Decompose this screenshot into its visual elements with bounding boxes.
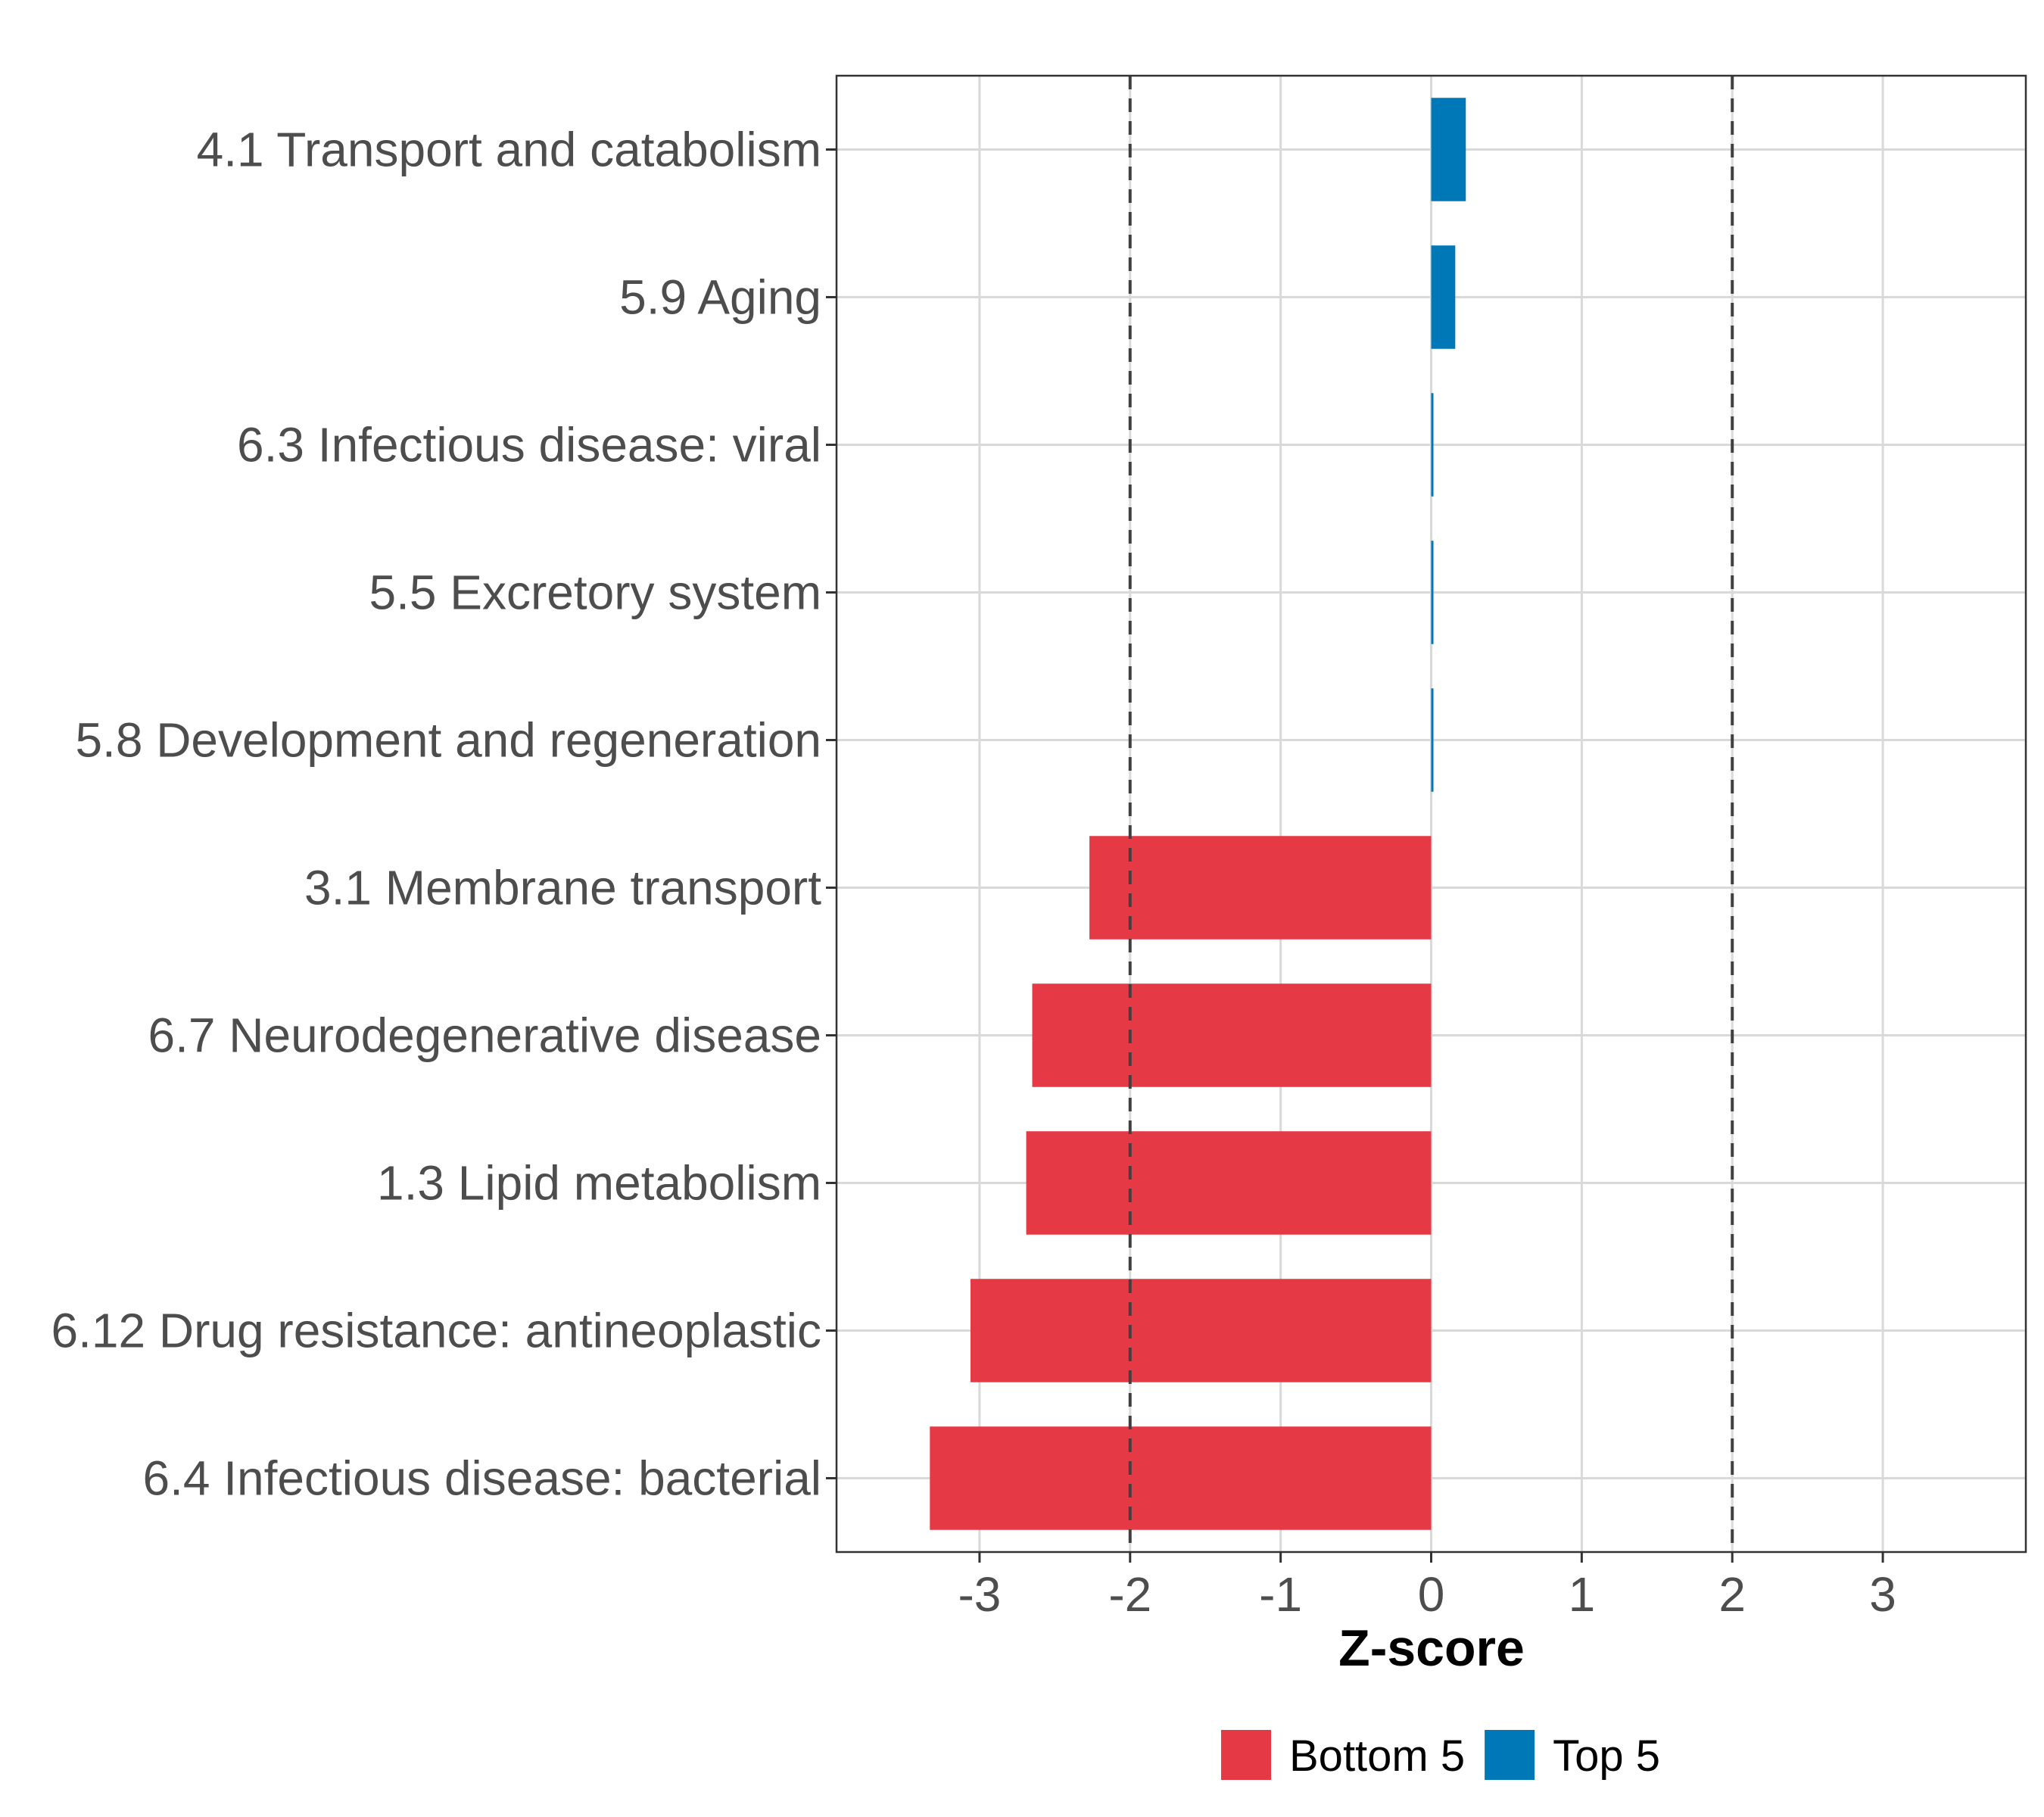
legend-item: Top 5 — [1485, 1730, 1660, 1781]
y-tick-label: 5.5 Excretory system — [369, 566, 822, 620]
reference-lines — [1128, 76, 1734, 1552]
y-tick-label: 3.1 Membrane transport — [304, 861, 821, 915]
legend-swatch — [1485, 1730, 1535, 1780]
y-tick-label: 6.4 Infectious disease: bacterial — [142, 1451, 821, 1506]
y-tick-label: 5.9 Aging — [619, 270, 821, 325]
bar — [1431, 541, 1434, 644]
bar — [1026, 1131, 1432, 1235]
bar — [970, 1279, 1432, 1382]
bar — [930, 1426, 1432, 1530]
x-axis: -3 -2 -1 0 1 2 3 — [958, 1552, 1896, 1622]
y-tick-label: 6.3 Infectious disease: viral — [237, 418, 821, 472]
x-tick-label: 0 — [1418, 1567, 1445, 1622]
x-tick-label: -3 — [958, 1567, 1001, 1622]
legend-swatch — [1221, 1730, 1271, 1780]
y-tick-label: 4.1 Transport and catabolism — [197, 123, 821, 177]
legend-label: Bottom 5 — [1289, 1731, 1465, 1781]
y-tick-label: 6.7 Neurodegenerative disease — [148, 1008, 822, 1063]
bar — [1089, 836, 1432, 940]
legend: Bottom 5 Top 5 — [1221, 1730, 1660, 1781]
x-tick-label: -1 — [1259, 1567, 1302, 1622]
bar — [1431, 393, 1434, 497]
x-tick-label: -2 — [1108, 1567, 1151, 1622]
legend-item: Bottom 5 — [1221, 1730, 1465, 1781]
y-tick-label: 5.8 Development and regeneration — [75, 713, 821, 768]
bar — [1431, 98, 1466, 201]
bar — [1431, 688, 1434, 792]
y-tick-label: 1.3 Lipid metabolism — [377, 1156, 821, 1211]
x-axis-title: Z-score — [1338, 1619, 1525, 1677]
y-axis: 4.1 Transport and catabolism 5.9 Aging 6.3… — [51, 123, 837, 1506]
x-tick-label: 3 — [1869, 1567, 1896, 1622]
bar — [1431, 245, 1456, 349]
x-tick-label: 2 — [1718, 1567, 1746, 1622]
x-tick-label: 1 — [1569, 1567, 1596, 1622]
y-tick-label: 6.12 Drug resistance: antineoplastic — [51, 1304, 821, 1358]
bar — [1032, 983, 1432, 1087]
bars — [930, 98, 1466, 1530]
legend-label: Top 5 — [1553, 1731, 1660, 1781]
